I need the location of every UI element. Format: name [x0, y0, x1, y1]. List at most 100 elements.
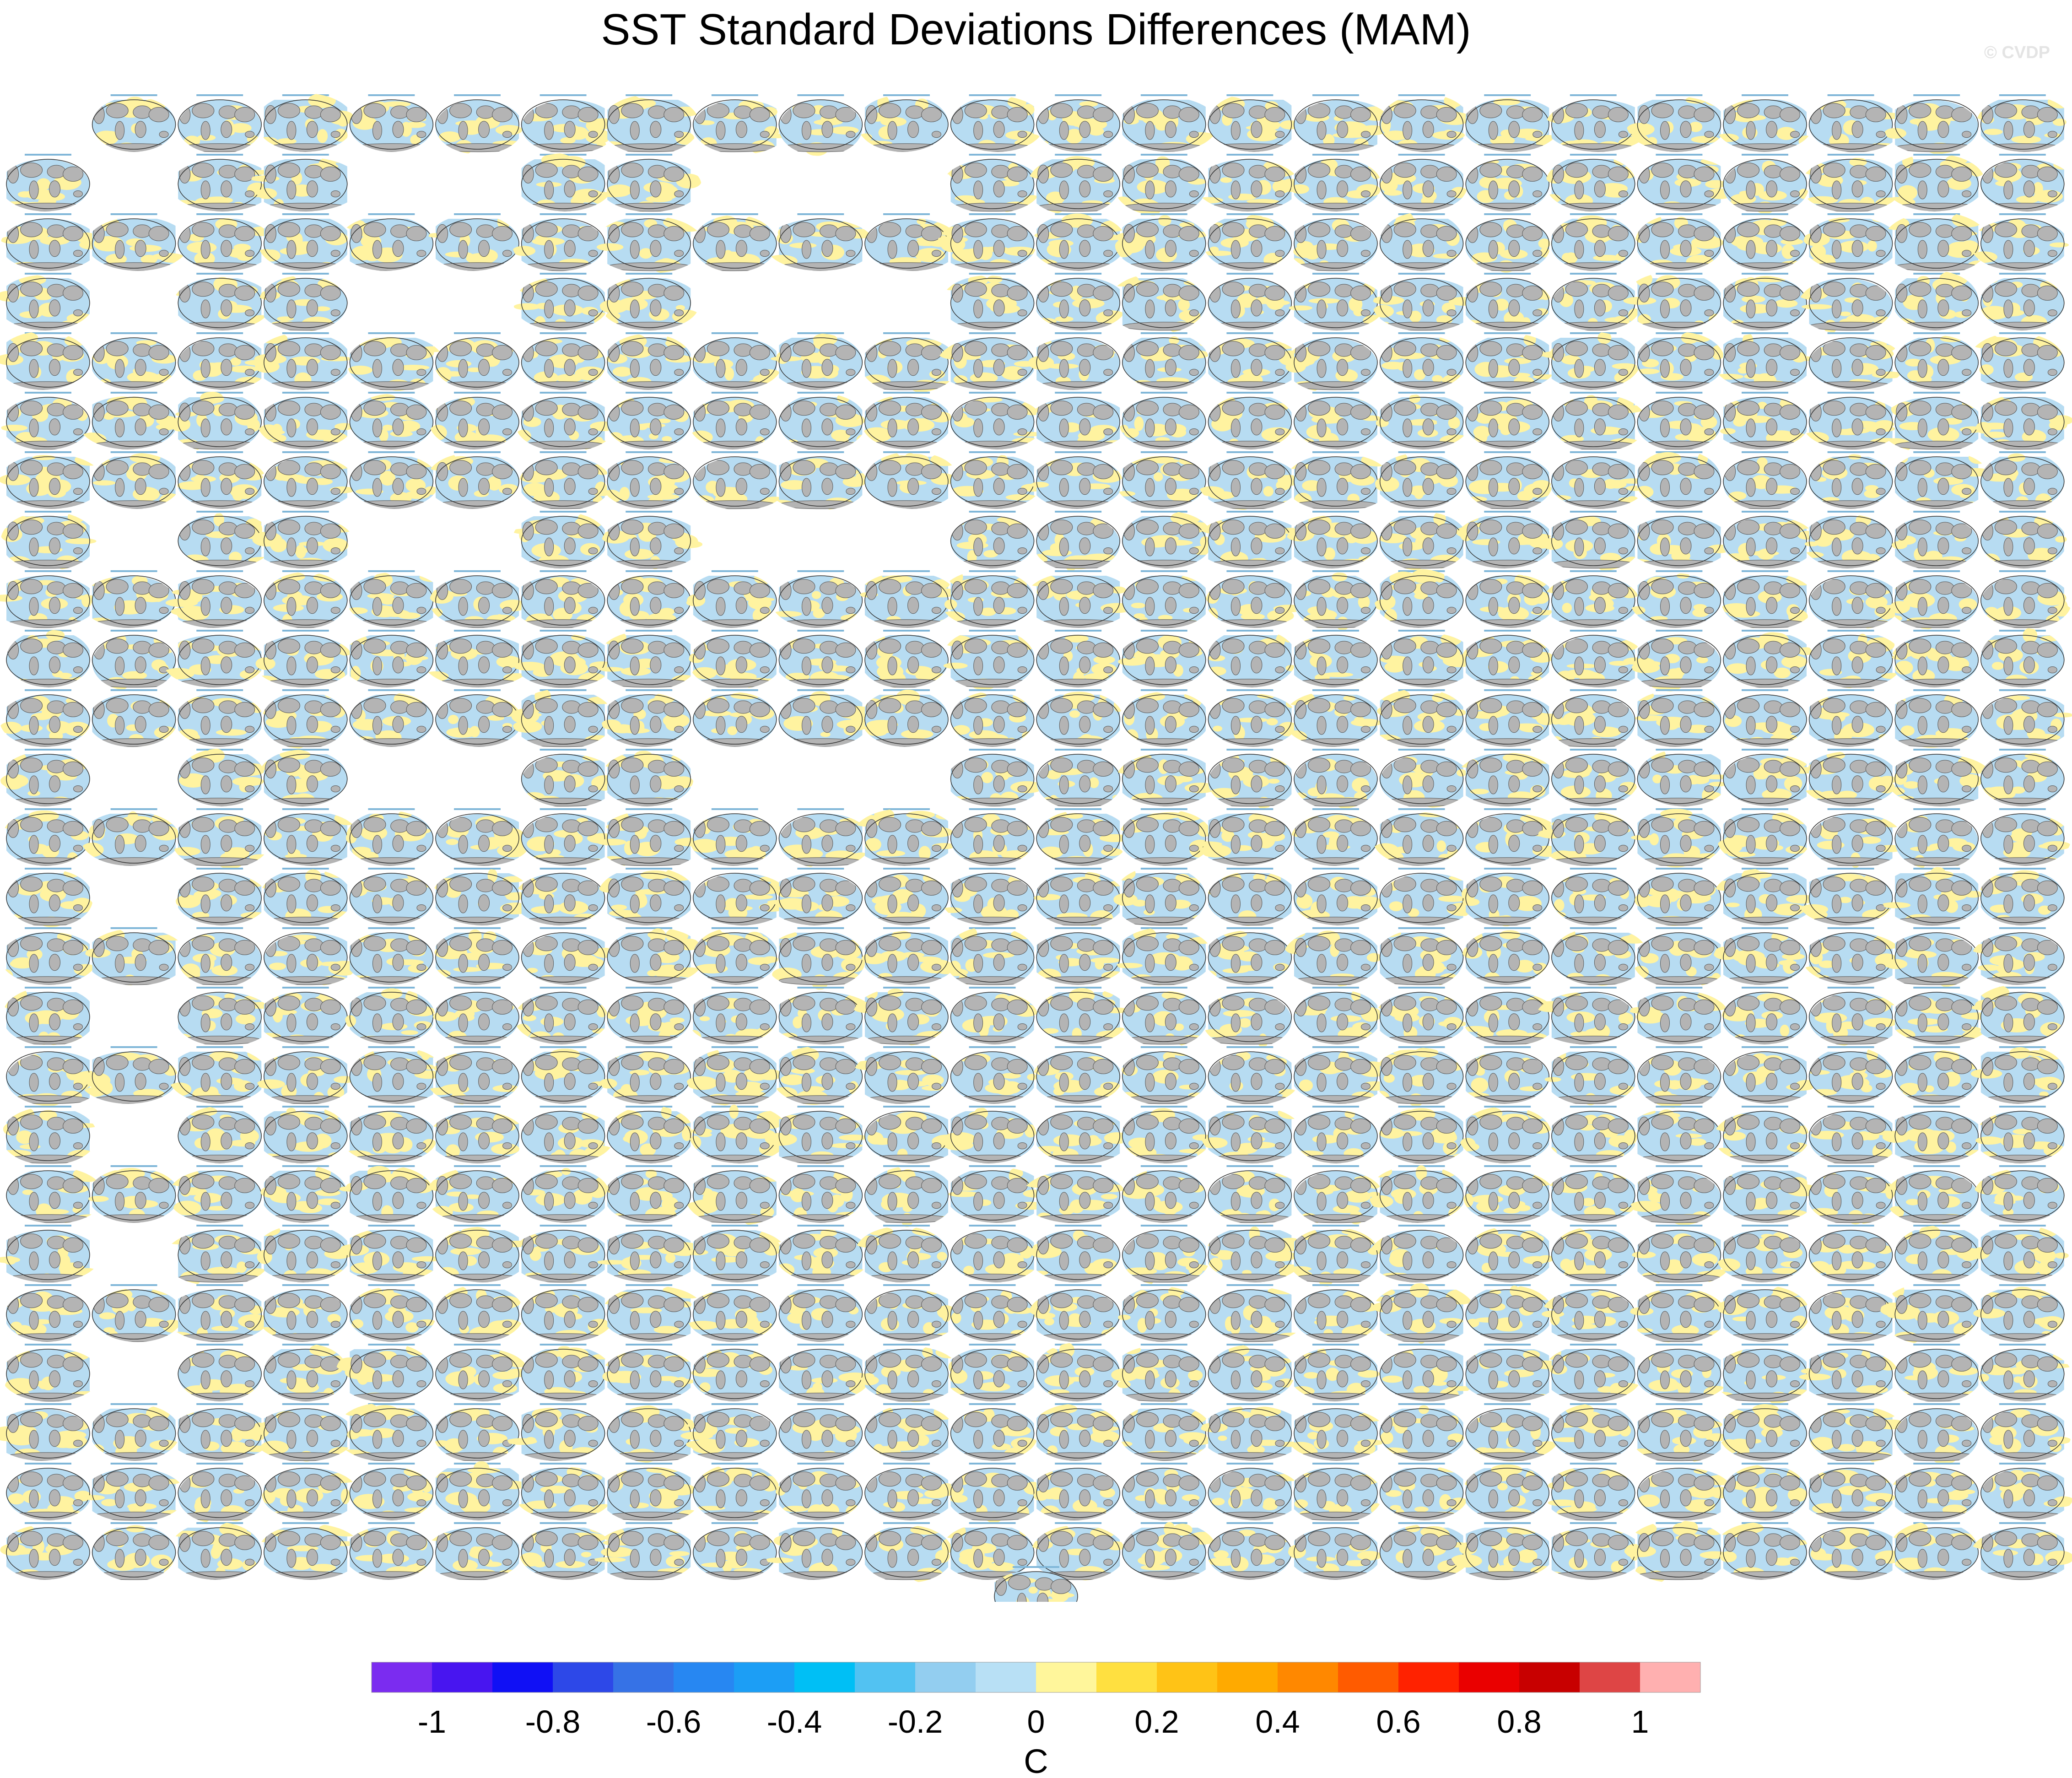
map-panel: [1379, 511, 1468, 571]
map-panel: [1462, 927, 1549, 985]
map-panel: [778, 1284, 863, 1342]
map-panel: [429, 392, 519, 449]
map-panel: [593, 1522, 697, 1582]
map-panel: [514, 1463, 614, 1520]
map-panel: [859, 1344, 961, 1402]
map-panel: [1723, 154, 1809, 214]
map-panel: [778, 94, 863, 156]
map-panel: [1208, 1165, 1304, 1225]
map-panel: [1035, 1106, 1130, 1164]
map-panel: [864, 1165, 955, 1227]
map-panel: [339, 1165, 434, 1223]
map-panel: [1980, 749, 2065, 806]
map-panel: [861, 927, 959, 985]
map-panel: [1808, 1403, 1907, 1464]
map-panel: [1973, 392, 2072, 451]
map-panel: [1808, 1165, 1898, 1225]
map-panel: [1463, 1165, 1556, 1223]
map-panel: [1203, 213, 1292, 271]
map-panel: [1201, 1106, 1304, 1163]
map-panel: [1541, 1284, 1635, 1342]
map-panel: [85, 927, 188, 986]
map-panel: [511, 688, 615, 749]
map-panel: [1032, 1046, 1122, 1104]
map-panel: [1723, 213, 1807, 271]
map-panel: [1208, 1463, 1302, 1520]
map-panel: [1462, 1463, 1549, 1520]
map-panel: [1116, 451, 1206, 509]
map-panel: [1972, 1225, 2069, 1282]
map-panel: [689, 1104, 789, 1163]
map-panel: [853, 1046, 949, 1104]
colorbar-tick-label: 0.6: [1376, 1704, 1420, 1740]
map-panel: [861, 392, 952, 449]
map-panel: [1978, 1344, 2072, 1401]
map-panel: [515, 153, 615, 211]
map-panel: [1294, 749, 1378, 810]
map-panel: [264, 451, 356, 509]
map-panel: [1119, 94, 1218, 152]
map-panel: [1294, 1165, 1385, 1227]
map-panel: [435, 689, 523, 747]
map-panel: [597, 808, 704, 870]
map-panel: [775, 1463, 863, 1520]
map-panel: [263, 808, 360, 866]
map-panel: [1372, 273, 1477, 332]
map-panel: [1713, 1106, 1810, 1163]
map-panel: [1286, 1403, 1387, 1461]
map-panel: [1551, 1225, 1635, 1282]
map-panel: [607, 392, 691, 449]
map-panel: [1802, 392, 1902, 450]
map-panel: [1122, 511, 1213, 568]
map-panel: [1630, 808, 1723, 868]
map-panel: [1551, 927, 1649, 986]
colorbar-tick-label: 1: [1631, 1704, 1649, 1740]
map-panel: [1635, 213, 1724, 271]
map-panel: [1208, 93, 1300, 152]
map-panel: [521, 749, 617, 808]
map-panel: [1976, 94, 2072, 152]
map-panel: [1883, 153, 1986, 211]
map-panel: [347, 332, 444, 392]
map-panel: [1630, 1165, 1721, 1226]
map-panel: [0, 1522, 90, 1580]
map-panel: [346, 570, 444, 628]
map-panel: [1465, 1225, 1554, 1282]
map-panel: [690, 808, 777, 866]
map-panel: [1715, 94, 1813, 152]
map-panel: [599, 273, 700, 330]
map-panel: [1980, 808, 2071, 866]
map-panel: [1113, 866, 1206, 930]
map-panel: [1721, 570, 1817, 630]
colorbar-swatch: [1157, 1662, 1218, 1692]
map-panel: [1284, 451, 1393, 512]
map-panel: [1208, 749, 1296, 810]
map-panel: [1636, 392, 1721, 451]
map-panel: [778, 1403, 863, 1461]
map-panel: [429, 1106, 526, 1163]
map-panel: [596, 1225, 701, 1282]
map-panel: [264, 570, 348, 629]
map-panel: [1294, 94, 1392, 152]
map-panel: [1117, 630, 1207, 687]
map-panel: [1970, 927, 2065, 985]
map-panel: [0, 1225, 101, 1283]
map-panel: [1798, 273, 1893, 334]
map-panel: [1892, 270, 1979, 330]
map-panel: [1461, 689, 1557, 747]
map-panel: [1465, 392, 1549, 449]
map-panel: [253, 630, 354, 687]
map-panel: [1375, 927, 1464, 989]
map-panel: [1894, 808, 1979, 870]
map-panel: [1626, 511, 1731, 568]
map-panel: [764, 927, 866, 990]
colorbar-swatch: [1398, 1662, 1459, 1692]
map-panel: [425, 1522, 522, 1581]
colorbar-swatch: [1278, 1662, 1338, 1692]
map-panel: [1716, 1165, 1818, 1223]
map-panel: [693, 868, 790, 925]
colorbar-tick-label: 0: [1027, 1704, 1045, 1740]
map-panel: [349, 94, 434, 152]
colorbar-tick-label: -0.2: [888, 1704, 943, 1740]
colorbar-swatch: [855, 1662, 916, 1692]
